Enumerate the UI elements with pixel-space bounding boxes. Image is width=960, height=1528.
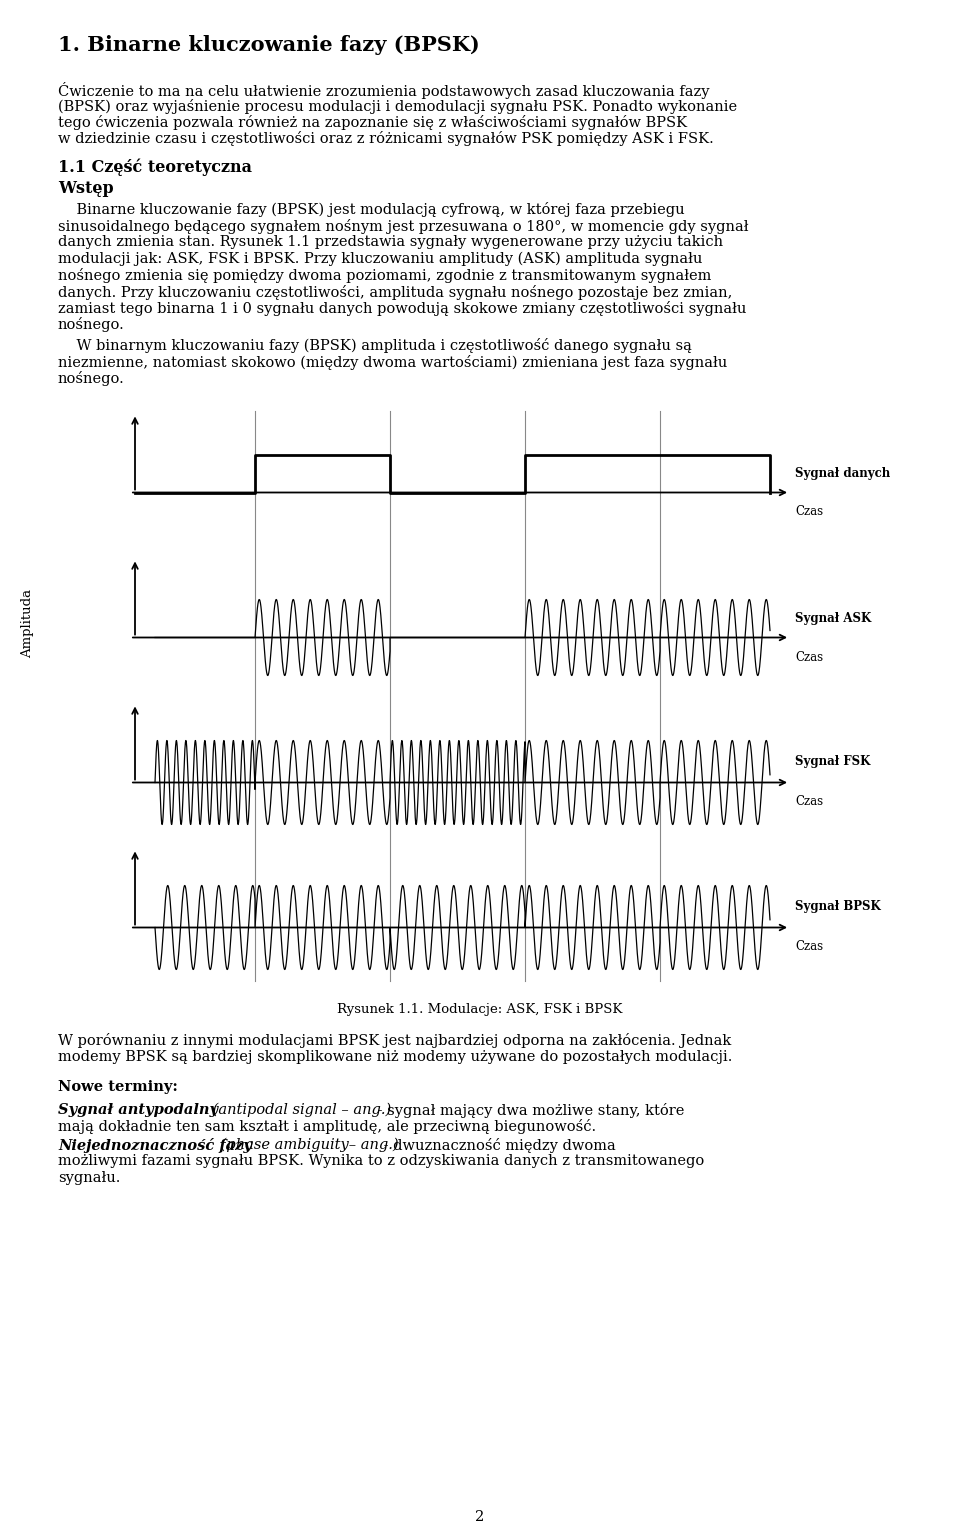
Text: Rysunek 1.1. Modulacje: ASK, FSK i BPSK: Rysunek 1.1. Modulacje: ASK, FSK i BPSK — [337, 1004, 623, 1016]
Text: Sygnał danych: Sygnał danych — [795, 468, 890, 480]
Text: nośnego zmienia się pomiędzy dwoma poziomami, zgodnie z transmitowanym sygnałem: nośnego zmienia się pomiędzy dwoma pozio… — [58, 267, 711, 283]
Text: nośnego.: nośnego. — [58, 371, 125, 387]
Text: Niejednoznaczność fazy: Niejednoznaczność fazy — [58, 1138, 252, 1154]
Text: sinusoidalnego będącego sygnałem nośnym jest przesuwana o 180°, w momencie gdy s: sinusoidalnego będącego sygnałem nośnym … — [58, 219, 749, 234]
Text: Czas: Czas — [795, 651, 823, 663]
Text: Ćwiczenie to ma na celu ułatwienie zrozumienia podstawowych zasad kluczowania fa: Ćwiczenie to ma na celu ułatwienie zrozu… — [58, 83, 709, 99]
Text: (phase ambiguity– ang.): (phase ambiguity– ang.) — [216, 1138, 398, 1152]
Text: Amplituda: Amplituda — [21, 588, 35, 657]
Text: niezmienne, natomiast skokowo (między dwoma wartościami) zmieniana jest faza syg: niezmienne, natomiast skokowo (między dw… — [58, 354, 728, 370]
Text: W binarnym kluczowaniu fazy (BPSK) amplituda i częstotliwość danego sygnału są: W binarnym kluczowaniu fazy (BPSK) ampli… — [58, 338, 692, 353]
Text: (antipodal signal – ang.): (antipodal signal – ang.) — [208, 1103, 392, 1117]
Text: 2: 2 — [475, 1510, 485, 1523]
Text: tego ćwiczenia pozwala również na zapoznanie się z właściwościami sygnałów BPSK: tego ćwiczenia pozwala również na zapozn… — [58, 115, 687, 130]
Text: zamiast tego binarna 1 i 0 sygnału danych powodują skokowe zmiany częstotliwości: zamiast tego binarna 1 i 0 sygnału danyc… — [58, 301, 746, 316]
Text: Nowe terminy:: Nowe terminy: — [58, 1080, 178, 1094]
Text: danych zmienia stan. Rysunek 1.1 przedstawia sygnały wygenerowane przy użyciu ta: danych zmienia stan. Rysunek 1.1 przedst… — [58, 235, 723, 249]
Text: 1. Binarne kluczowanie fazy (BPSK): 1. Binarne kluczowanie fazy (BPSK) — [58, 35, 480, 55]
Text: Czas: Czas — [795, 941, 823, 953]
Text: Sygnał antypodalny: Sygnał antypodalny — [58, 1103, 218, 1117]
Text: danych. Przy kluczowaniu częstotliwości, amplituda sygnału nośnego pozostaje bez: danych. Przy kluczowaniu częstotliwości,… — [58, 284, 732, 299]
Text: Czas: Czas — [795, 796, 823, 808]
Text: Czas: Czas — [795, 506, 823, 518]
Text: mają dokładnie ten sam kształt i amplitudę, ale przeciwną biegunowość.: mają dokładnie ten sam kształt i amplitu… — [58, 1120, 596, 1134]
Text: (BPSK) oraz wyjaśnienie procesu modulacji i demodulacji sygnału PSK. Ponadto wyk: (BPSK) oraz wyjaśnienie procesu modulacj… — [58, 98, 737, 113]
Text: Wstęp: Wstęp — [58, 180, 113, 197]
Text: - sygnał mający dwa możliwe stany, które: - sygnał mający dwa możliwe stany, które — [373, 1103, 684, 1118]
Text: modulacji jak: ASK, FSK i BPSK. Przy kluczowaniu amplitudy (ASK) amplituda sygna: modulacji jak: ASK, FSK i BPSK. Przy klu… — [58, 252, 703, 266]
Text: w dziedzinie czasu i częstotliwości oraz z różnicami sygnałów PSK pomiędzy ASK i: w dziedzinie czasu i częstotliwości oraz… — [58, 131, 713, 147]
Text: Sygnał FSK: Sygnał FSK — [795, 755, 871, 769]
Text: modemy BPSK są bardziej skomplikowane niż modemy używane do pozostałych modulacj: modemy BPSK są bardziej skomplikowane ni… — [58, 1050, 732, 1063]
Text: Binarne kluczowanie fazy (BPSK) jest modulacją cyfrową, w której faza przebiegu: Binarne kluczowanie fazy (BPSK) jest mod… — [58, 202, 684, 217]
Text: nośnego.: nośnego. — [58, 318, 125, 333]
Text: Sygnał ASK: Sygnał ASK — [795, 613, 872, 625]
Text: sygnału.: sygnału. — [58, 1170, 120, 1186]
Text: możliwymi fazami sygnału BPSK. Wynika to z odzyskiwania danych z transmitowanego: możliwymi fazami sygnału BPSK. Wynika to… — [58, 1155, 705, 1169]
Text: - dwuznaczność między dwoma: - dwuznaczność między dwoma — [379, 1138, 615, 1154]
Text: Sygnał BPSK: Sygnał BPSK — [795, 900, 880, 914]
Text: 1.1 Część teoretyczna: 1.1 Część teoretyczna — [58, 157, 252, 176]
Text: W porównaniu z innymi modulacjami BPSK jest najbardziej odporna na zakłócenia. J: W porównaniu z innymi modulacjami BPSK j… — [58, 1033, 732, 1048]
